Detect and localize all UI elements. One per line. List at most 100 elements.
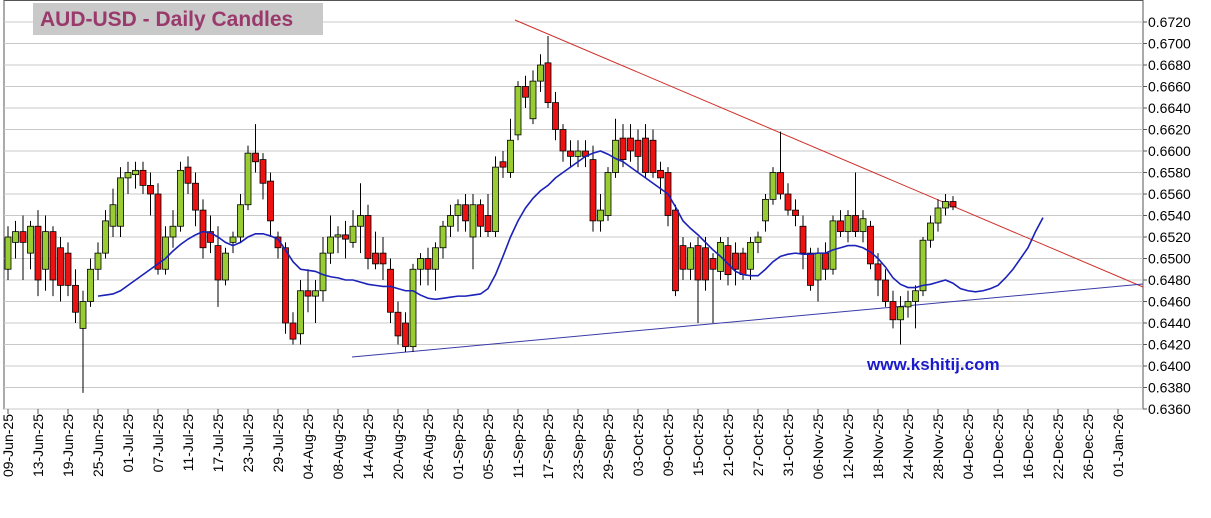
chart-title: AUD-USD - Daily Candles [40,8,293,31]
candle-body [417,258,424,270]
candle-body [184,166,192,184]
candle-body [777,172,784,195]
candle-body [447,215,454,227]
y-tick-label: 0.6600 [1148,143,1191,159]
candle-body [934,207,942,224]
candle-body [507,139,514,173]
candle-body [147,184,154,195]
candle-body [409,268,417,348]
candle-body [312,290,319,297]
candle-body [199,209,207,249]
y-tick-label: 0.6580 [1148,165,1191,181]
candle-body [829,220,837,270]
y-tick-label: 0.6620 [1148,122,1191,138]
candle-body [814,252,822,281]
y-tick-label: 0.6380 [1148,380,1191,396]
y-tick-label: 0.6660 [1148,79,1191,95]
x-tick-label: 15-Oct-25 [690,414,706,476]
candle-body [792,209,799,216]
x-tick-label: 04-Dec-25 [960,414,976,480]
x-tick-label: 21-Oct-25 [720,414,736,476]
candle-body [552,102,559,130]
candle-body [244,152,252,206]
x-tick-label: 22-Dec-25 [1050,414,1066,480]
x-tick-label: 23-Sep-25 [570,414,586,480]
x-tick-label: 09-Jun-25 [0,414,16,477]
candle-body [289,322,297,340]
candle-body [364,215,372,259]
x-tick-label: 29-Jul-25 [270,414,286,473]
candle-body [139,169,147,186]
candle-body [529,80,537,120]
candle-body [844,215,852,233]
candle-body [192,182,199,211]
candle-body [304,290,312,297]
x-tick-label: 19-Jun-25 [60,414,76,477]
candle-body [379,252,387,265]
candle-body [709,258,717,270]
candle-body [357,215,364,227]
candle-body [109,204,117,227]
candle-body [634,139,642,157]
x-tick-label: 11-Jul-25 [180,414,196,472]
candle-body [94,252,102,270]
candle-body [837,220,844,233]
candle-body [259,159,267,184]
candle-body [597,209,604,222]
candle-body [237,204,244,238]
title-background [33,3,323,35]
x-tick-label: 04-Aug-25 [300,414,316,480]
x-tick-label: 24-Nov-25 [900,414,916,480]
plot-area [3,0,1144,410]
x-tick-label: 07-Jul-25 [150,414,166,473]
watermark: www.kshitij.com [866,355,1000,374]
candle-body [297,290,304,335]
candle-body [57,247,64,286]
y-tick-label: 0.6700 [1148,36,1191,52]
candle-body [214,245,222,281]
candle-body [702,247,709,281]
moving-average-line [97,150,1044,301]
candle-body [627,137,634,152]
x-tick-label: 31-Oct-25 [780,414,796,476]
x-tick-label: 08-Aug-25 [330,414,346,480]
y-tick-label: 0.6440 [1148,315,1191,331]
candle-body [169,225,177,238]
candle-body [574,150,582,157]
candle-body [267,180,274,222]
y-tick-label: 0.6560 [1148,186,1191,202]
candle-body [117,177,124,227]
candle-body [589,159,597,222]
candle-body [282,247,289,324]
candle-body [747,241,754,270]
y-tick-label: 0.6520 [1148,229,1191,245]
candle-body [912,290,919,302]
candle-body [492,166,499,233]
candle-body [942,201,949,209]
candle-body [874,263,882,281]
candle-body [859,218,867,233]
candle-body [642,137,649,173]
candle-body [454,204,462,216]
y-tick-label: 0.6420 [1148,337,1191,353]
x-tick-label: 26-Aug-25 [420,414,436,480]
candle-body [889,301,897,321]
candle-body [477,204,484,227]
candle-body [72,284,79,313]
x-tick-label: 01-Sep-25 [450,414,466,480]
candle-body [754,236,762,243]
candle-body [649,139,657,173]
y-tick-label: 0.6680 [1148,57,1191,73]
candle-body [162,236,169,270]
candle-body [372,252,379,265]
x-tick-label: 14-Aug-25 [360,414,376,480]
candle-body [927,222,934,241]
marks [4,35,1044,393]
x-tick-label: 27-Oct-25 [750,414,766,476]
x-tick-label: 16-Dec-25 [1020,414,1036,480]
x-tick-label: 13-Jun-25 [30,414,46,477]
candle-body [522,86,529,98]
candle-body [544,62,552,104]
support-trendline [351,283,1144,358]
